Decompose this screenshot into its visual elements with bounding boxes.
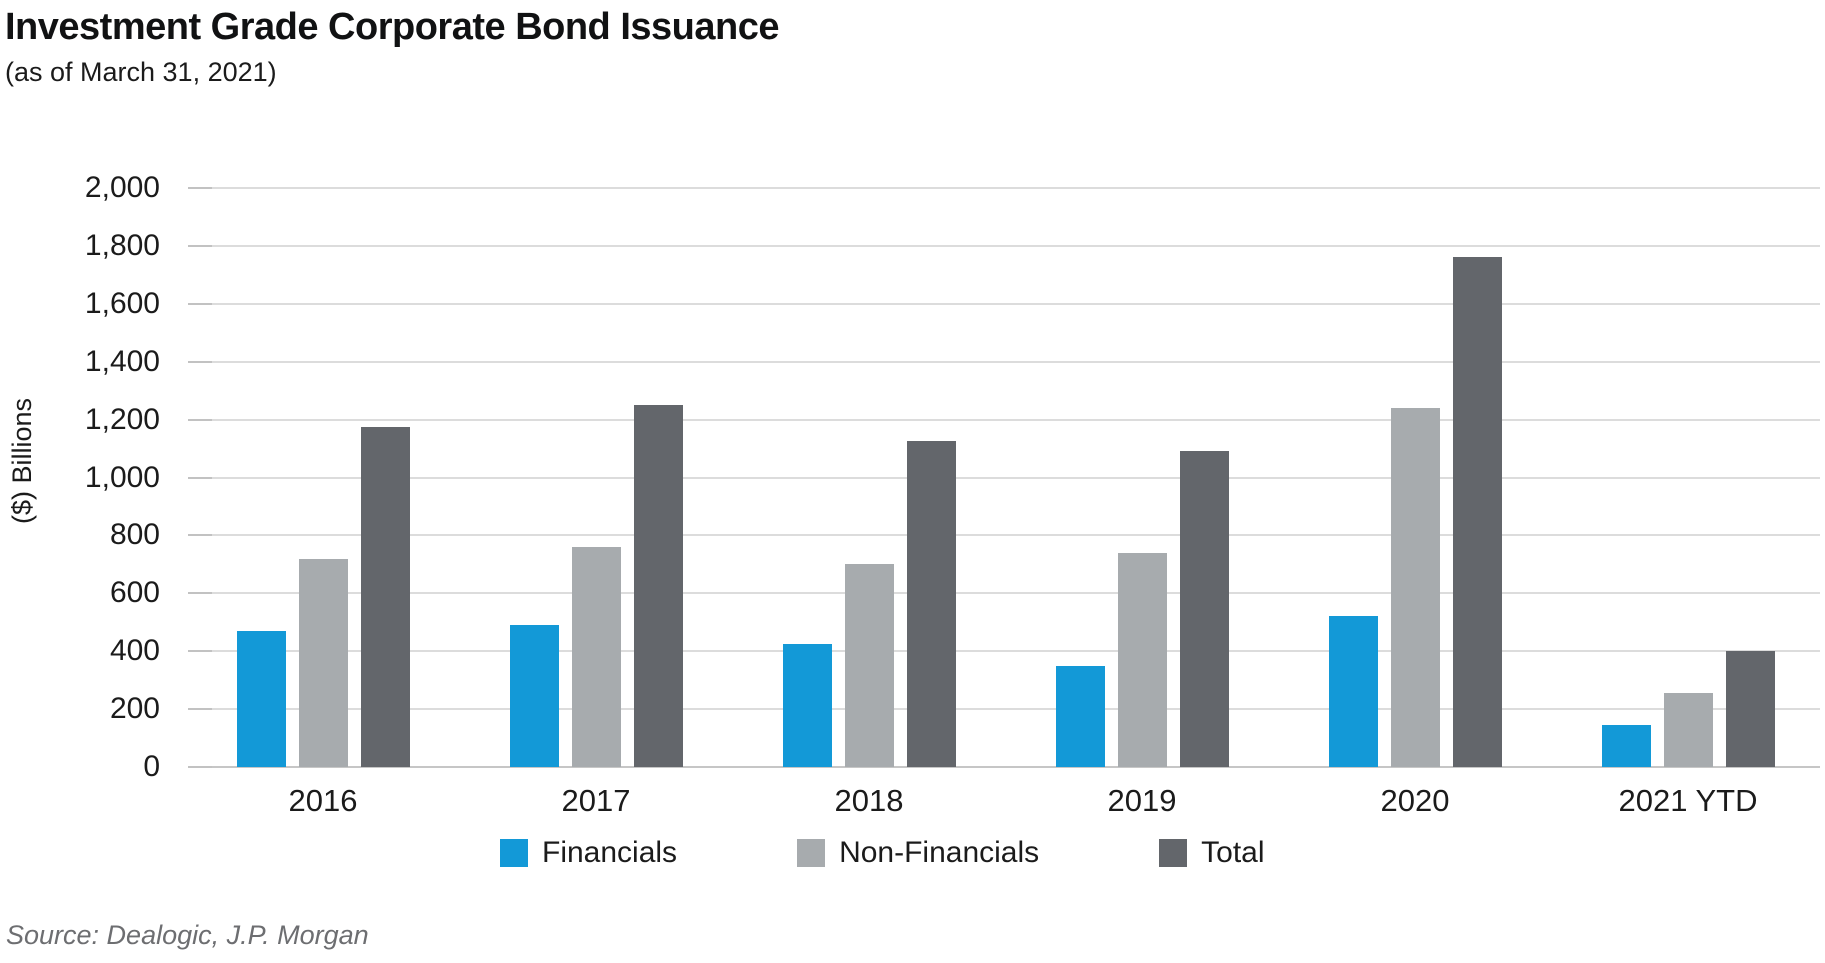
- bar-2019-financials: [1056, 665, 1105, 767]
- legend-item-non-financials: Non-Financials: [797, 836, 1039, 870]
- legend-swatch-total: [1159, 839, 1188, 867]
- legend-swatch-non-financials: [797, 839, 826, 867]
- legend-label-non-financials: Non-Financials: [839, 836, 1040, 869]
- y-tick-label-1-600: 1,600: [84, 286, 160, 320]
- x-tick-label-2020: 2020: [1380, 783, 1450, 818]
- gridline-600: [188, 592, 1820, 594]
- chart-title: Investment Grade Corporate Bond Issuance: [5, 6, 779, 48]
- legend-item-total: Total: [1159, 836, 1265, 870]
- bar-2017-financials: [510, 625, 559, 767]
- y-tick-label-1-200: 1,200: [84, 402, 160, 436]
- gridline-200: [188, 708, 1820, 710]
- gridline-400: [188, 650, 1820, 652]
- gridline-1-000: [188, 477, 1820, 479]
- bar-2016-non-financials: [299, 558, 348, 767]
- bar-2016-financials: [237, 630, 286, 767]
- y-tick-label-0: 0: [143, 750, 160, 783]
- legend: Financials Non-Financials Total: [500, 836, 1265, 870]
- gridline-800: [188, 534, 1820, 536]
- y-tick-label-800: 800: [109, 518, 160, 552]
- bar-2020-total: [1453, 257, 1502, 767]
- bar-2020-non-financials: [1391, 408, 1440, 767]
- bar-2021-ytd-financials: [1602, 725, 1651, 767]
- y-tick-label-600: 600: [109, 576, 160, 610]
- bar-2016-total: [361, 426, 410, 767]
- x-tick-label-2019: 2019: [1107, 783, 1177, 818]
- bar-2017-non-financials: [572, 546, 621, 767]
- bar-2018-total: [907, 441, 956, 767]
- gridline-0: [188, 766, 1820, 768]
- gridline-1-200: [188, 419, 1820, 421]
- plot-area: 2016 2017 2018 2019 2020 2021 YTD: [188, 187, 1820, 818]
- bar-2021-ytd-non-financials: [1664, 693, 1713, 767]
- y-tick-label-200: 200: [109, 692, 160, 726]
- chart-subtitle: (as of March 31, 2021): [5, 57, 277, 87]
- bar-2019-non-financials: [1118, 552, 1167, 767]
- source-note: Source: Dealogic, J.P. Morgan: [6, 920, 369, 950]
- legend-swatch-financials: [500, 839, 528, 867]
- y-tick-label-2-000: 2,000: [84, 171, 160, 204]
- y-tick-label-1-000: 1,000: [84, 460, 160, 494]
- gridline-1-800: [188, 245, 1820, 247]
- x-tick-label-2018: 2018: [834, 783, 904, 818]
- legend-label-total: Total: [1201, 836, 1265, 869]
- bar-2021-ytd-total: [1726, 651, 1775, 767]
- x-tick-label-2017: 2017: [561, 783, 631, 818]
- gridline-1-400: [188, 361, 1820, 363]
- bar-2019-total: [1180, 451, 1229, 767]
- y-tick-label-1-800: 1,800: [84, 228, 160, 262]
- x-tick-label-2016: 2016: [288, 783, 358, 818]
- bar-2018-financials: [783, 643, 832, 767]
- bar-2017-total: [634, 405, 683, 767]
- gridline-1-600: [188, 303, 1820, 305]
- legend-label-financials: Financials: [542, 836, 678, 869]
- bar-2018-non-financials: [845, 564, 894, 767]
- y-tick-label-400: 400: [109, 634, 160, 668]
- x-tick-label-2021-ytd: 2021 YTD: [1618, 783, 1758, 818]
- gridline-2-000: [188, 187, 1820, 189]
- y-tick-label-1-400: 1,400: [84, 344, 160, 378]
- legend-item-financials: Financials: [500, 836, 677, 870]
- bar-2020-financials: [1329, 616, 1378, 767]
